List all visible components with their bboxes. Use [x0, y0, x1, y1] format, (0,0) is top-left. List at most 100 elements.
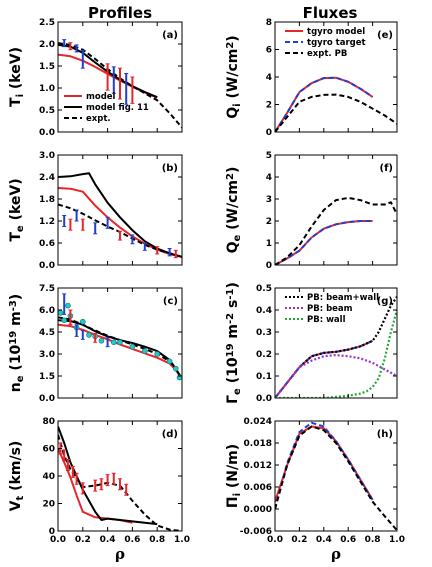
series-line: [275, 220, 373, 265]
y-tick-label: 1.5: [39, 372, 55, 382]
data-point: [142, 348, 148, 354]
series-group: [58, 39, 182, 129]
y-axis-label: Vt (km/s): [8, 441, 26, 512]
x-tick-label: 0.4: [100, 535, 116, 545]
data-point: [154, 351, 160, 357]
y-tick-label: 2.4: [39, 173, 55, 183]
x-tick-label: 1.0: [389, 535, 405, 545]
y-tick-label: 0.0: [39, 128, 55, 138]
y-tick-label: 0.0: [39, 261, 55, 271]
y-tick-label: 2: [266, 217, 272, 227]
x-tick-label: 1.0: [174, 535, 190, 545]
y-axis-label: Πi (N/m): [225, 444, 243, 508]
y-tick-label: 0.5: [39, 106, 55, 116]
y-axis-label: Ti (keV): [8, 47, 26, 107]
y-tick-label: -0.006: [240, 527, 272, 537]
y-tick-label: 6: [266, 46, 272, 56]
x-axis-label: ρ: [331, 545, 341, 563]
series-group: [275, 421, 397, 531]
data-point: [65, 302, 71, 309]
panel-label: (c): [163, 296, 178, 307]
plot-frame: [57, 154, 183, 266]
panels-group: 0.0 0.5 1.0 1.5 2.0 2.5 (a) Ti (keV) modelmodel …: [8, 18, 405, 563]
legend-label: expt. PB: [307, 49, 347, 59]
x-tick-label: 0.8: [365, 535, 381, 545]
y-tick-label: 3.0: [39, 151, 55, 161]
y-axis-label: Γe (1019 m-2 s-1): [225, 282, 243, 404]
y-tick-label: 3.0: [39, 350, 55, 360]
series-group: [58, 172, 182, 259]
y-tick-label: 80: [42, 417, 55, 427]
series-group: [275, 196, 397, 265]
y-tick-label: 4.5: [39, 328, 55, 338]
y-tick-label: 0.006: [244, 483, 272, 493]
series-line: [275, 339, 374, 398]
series-line: [275, 425, 397, 531]
panel-c: 0.0 1.5 3.0 4.5 6.0 7.5 (c) ne (1019 m-3): [8, 284, 183, 404]
y-tick-label: 0.5: [256, 284, 272, 294]
y-tick-label: 40: [42, 472, 55, 482]
y-tick-label: 1.5: [39, 62, 55, 72]
y-tick-label: 8: [266, 18, 272, 28]
series-line: [275, 196, 397, 265]
y-tick-label: 1.0: [39, 84, 55, 94]
series-line: [58, 323, 182, 380]
y-tick-label: 3: [266, 195, 272, 205]
series-line: [58, 426, 158, 526]
y-tick-label: 0.4: [256, 306, 272, 316]
series-line: [275, 76, 374, 132]
x-tick-label: 0.8: [149, 535, 165, 545]
plot-frame: [274, 420, 398, 532]
y-tick-label: 6.0: [39, 306, 55, 316]
panel-label: (e): [377, 30, 393, 41]
y-axis-label: ne (1019 m-3): [8, 294, 26, 392]
plot-frame: [274, 287, 398, 399]
data-point: [173, 365, 179, 372]
panel-label: (d): [162, 429, 178, 440]
legend-label: PB: beam: [307, 304, 353, 314]
y-axis-label: Qi (W/cm2): [225, 35, 243, 118]
y-tick-label: 0: [266, 261, 272, 271]
panel-label: (a): [162, 30, 178, 41]
legend-label: model: [86, 92, 116, 102]
series-line: [275, 425, 374, 503]
y-tick-label: 0.2: [256, 350, 272, 360]
series-line: [58, 187, 182, 258]
y-tick-label: 4: [266, 73, 272, 83]
y-tick-label: 1: [266, 239, 272, 249]
x-tick-label: 0.0: [50, 535, 66, 545]
series-line: [275, 354, 397, 398]
x-tick-label: 0.6: [340, 535, 356, 545]
y-tick-label: 0.018: [244, 439, 272, 449]
y-tick-label: 7.5: [39, 284, 55, 294]
y-tick-label: 0.3: [256, 328, 272, 338]
plot-frame: [57, 287, 183, 399]
data-point: [80, 318, 86, 325]
data-point: [98, 337, 105, 344]
y-tick-label: 20: [42, 500, 55, 510]
panel-f: 0 1 2 3 4 5 (f) Qe (W/cm2): [225, 151, 398, 271]
profiles-column-title: Profiles: [88, 4, 152, 22]
panel-label: (b): [162, 163, 178, 174]
x-tick-label: 0.0: [267, 535, 283, 545]
panel-d: 0 20 40 60 80 0.0 0.2 0.4 0.6 0.8 1.0 (d) Vt (km/s) ρ: [8, 417, 190, 563]
y-tick-label: 0.0: [256, 394, 272, 404]
panel-label: (g): [377, 296, 393, 307]
y-tick-label: 1.2: [39, 217, 55, 227]
data-point: [86, 332, 92, 338]
legend-label: expt.: [86, 114, 111, 124]
y-tick-label: 2.0: [39, 40, 55, 50]
y-tick-label: 0.6: [39, 239, 55, 249]
series-line: [275, 339, 374, 398]
y-tick-label: 60: [42, 445, 55, 455]
y-tick-label: 0.1: [256, 372, 272, 382]
series-line: [275, 296, 397, 398]
data-point: [117, 339, 123, 346]
y-tick-label: 5: [266, 151, 272, 161]
y-tick-label: 0.024: [244, 417, 272, 427]
fluxes-column-title: Fluxes: [303, 4, 358, 22]
data-point: [111, 339, 117, 346]
